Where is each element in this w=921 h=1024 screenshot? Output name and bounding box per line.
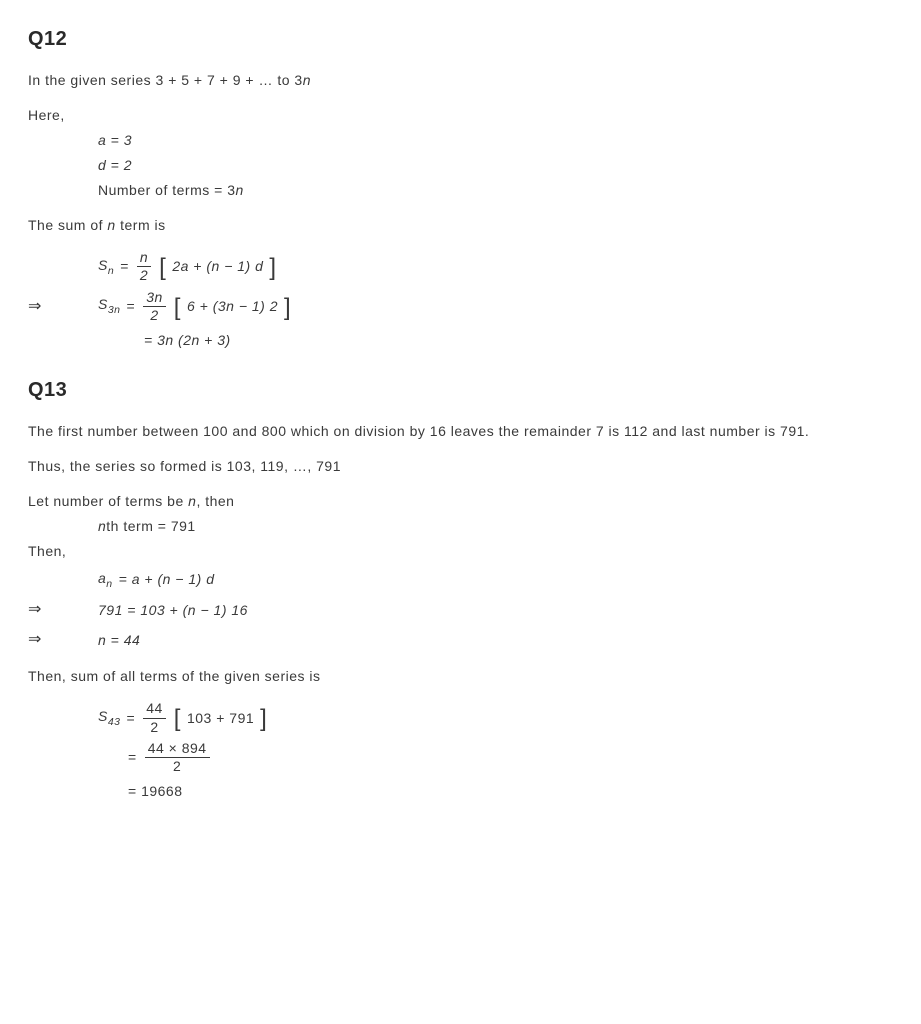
q13-heading: Q13 xyxy=(28,375,893,405)
q13-let-prefix: Let number of terms be xyxy=(28,493,188,509)
q13-let-line: Let number of terms be n, then xyxy=(28,491,893,512)
q13-seq-frac: 44 2 xyxy=(143,701,166,735)
q13-eq1-row: an = a + (n − 1) d xyxy=(28,568,893,593)
q13-eq3-row: ⇒ n = 44 xyxy=(28,628,893,652)
q13-series-line: Thus, the series so formed is 103, 119, … xyxy=(28,456,893,477)
q13-seq1-row: S43 = 44 2 [ 103 + 791 ] xyxy=(28,701,893,735)
q12-sum-intro: The sum of n term is xyxy=(28,215,893,236)
bracket-close: ] xyxy=(284,296,291,320)
q12-heading: Q12 xyxy=(28,24,893,54)
q12-numterms-prefix: Number of terms = 3 xyxy=(98,182,236,198)
implies-icon: ⇒ xyxy=(28,598,98,622)
q12-eq2-eq: = xyxy=(127,296,136,317)
q13-seq1: S43 = 44 2 [ 103 + 791 ] xyxy=(98,701,267,735)
q12-eq2-frac-num: 3n xyxy=(143,290,166,307)
q13-intro: The first number between 100 and 800 whi… xyxy=(28,421,893,442)
q12-eq3: = 3n (2n + 3) xyxy=(98,330,231,351)
q12-numterms-line: Number of terms = 3n xyxy=(28,180,893,201)
q13-eq2: 791 = 103 + (n − 1) 16 xyxy=(98,600,248,621)
q13-seq3-row: = 19668 xyxy=(28,781,893,802)
bracket-close: ] xyxy=(269,256,276,280)
q12-eq1: Sn = n 2 [ 2a + (n − 1) d ] xyxy=(98,250,277,284)
q13-let-suffix: , then xyxy=(196,493,234,509)
bracket-open: [ xyxy=(174,707,181,731)
q13-nth-line: nth term = 791 xyxy=(28,516,893,537)
q12-sum-intro-prefix: The sum of xyxy=(28,217,107,233)
q13-eq1-rhs: = a + (n − 1) d xyxy=(119,569,215,590)
q13-seq2-frac-den: 2 xyxy=(170,758,184,774)
q12-series: 3 + 5 + 7 + 9 + … to 3 xyxy=(156,72,303,88)
q12-eq3-row: = 3n (2n + 3) xyxy=(28,330,893,351)
q12-numterms-var: n xyxy=(236,182,244,198)
q12-intro-prefix: In the given series xyxy=(28,72,156,88)
q12-eq1-rhs: 2a + (n − 1) d xyxy=(172,256,263,277)
q12-d-line: d = 2 xyxy=(28,155,893,176)
q13-seq2: = 44 × 894 2 xyxy=(98,741,212,775)
q12-eq2-lhs: S xyxy=(98,296,108,312)
eq-sign: = xyxy=(128,747,137,768)
q13-sum-intro: Then, sum of all terms of the given seri… xyxy=(28,666,893,687)
implies-icon: ⇒ xyxy=(28,295,98,319)
q12-sum-intro-var: n xyxy=(107,217,115,233)
q12-eq2-sub: 3n xyxy=(108,304,121,316)
q12-eq1-eq: = xyxy=(120,256,129,277)
q13-seq2-frac: 44 × 894 2 xyxy=(145,741,210,775)
q13-then-label: Then, xyxy=(28,541,893,562)
q13-seq-lhs: S xyxy=(98,708,108,724)
q12-eq1-sub: n xyxy=(108,264,114,276)
q13-eq2-row: ⇒ 791 = 103 + (n − 1) 16 xyxy=(28,598,893,622)
q13-seq-frac-num: 44 xyxy=(143,701,166,718)
q12-intro: In the given series 3 + 5 + 7 + 9 + … to… xyxy=(28,70,893,91)
q12-eq2-row: ⇒ S3n = 3n 2 [ 6 + (3n − 1) 2 ] xyxy=(28,290,893,324)
bracket-open: [ xyxy=(174,296,181,320)
q13-nth-suffix: th term = 791 xyxy=(106,518,195,534)
q12-eq3-text: = 3n (2n + 3) xyxy=(144,330,231,351)
q13-seq-rhs: 103 + 791 xyxy=(187,708,254,729)
q12-eq1-frac-num: n xyxy=(137,250,151,267)
q12-eq1-frac: n 2 xyxy=(137,250,151,284)
q12-series-var: n xyxy=(303,72,311,88)
q12-eq1-lhs: S xyxy=(98,257,108,273)
q12-eq2-frac: 3n 2 xyxy=(143,290,166,324)
q12-sum-intro-suffix: term is xyxy=(116,217,166,233)
q13-seq-frac-den: 2 xyxy=(147,719,161,735)
q12-here-block: Here, a = 3 d = 2 Number of terms = 3n xyxy=(28,105,893,201)
q13-seq3: = 19668 xyxy=(98,781,183,802)
implies-icon: ⇒ xyxy=(28,628,98,652)
q12-eq2: S3n = 3n 2 [ 6 + (3n − 1) 2 ] xyxy=(98,290,291,324)
q13-seq2-frac-num: 44 × 894 xyxy=(145,741,210,758)
q13-eq1: an = a + (n − 1) d xyxy=(98,568,214,593)
q12-eq1-row: Sn = n 2 [ 2a + (n − 1) d ] xyxy=(28,250,893,284)
q12-here-label: Here, xyxy=(28,105,893,126)
q13-seq2-row: = 44 × 894 2 xyxy=(28,741,893,775)
q13-seq-eq: = xyxy=(127,708,136,729)
q12-eq2-rhs: 6 + (3n − 1) 2 xyxy=(187,296,278,317)
q13-seq-sub: 43 xyxy=(108,716,121,728)
q12-eq1-frac-den: 2 xyxy=(137,267,151,283)
bracket-close: ] xyxy=(260,707,267,731)
q12-eq2-frac-den: 2 xyxy=(147,307,161,323)
bracket-open: [ xyxy=(159,256,166,280)
q13-eq3: n = 44 xyxy=(98,630,140,651)
q12-a-line: a = 3 xyxy=(28,130,893,151)
q13-eq1-sub: n xyxy=(106,577,112,589)
